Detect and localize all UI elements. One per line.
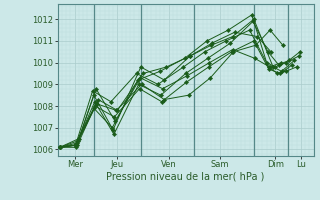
X-axis label: Pression niveau de la mer( hPa ): Pression niveau de la mer( hPa ) xyxy=(107,172,265,182)
